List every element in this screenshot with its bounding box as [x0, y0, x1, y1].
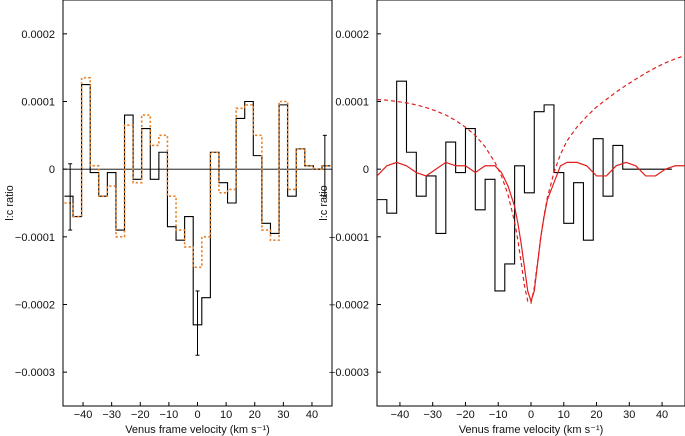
x-tick-label: 30 [277, 409, 289, 421]
y-tick-label: −0.0001 [329, 232, 369, 244]
series-line-2 [377, 54, 685, 305]
x-tick-label: 0 [528, 409, 534, 421]
right-panel: 0.0002 0.0001 0 −0.0001 −0.0002 −0.0003 −40 −30… [318, 0, 685, 436]
series-line-1 [64, 77, 331, 269]
y-tick-label: −0.0002 [329, 300, 369, 312]
plot-data [63, 77, 332, 356]
y-tick-label: 0.0002 [335, 29, 369, 41]
series-line-0 [377, 80, 672, 292]
y-tick-label: 0.0001 [335, 97, 369, 109]
x-tick-label: −30 [423, 409, 442, 421]
x-tick-label: −20 [456, 409, 475, 421]
x-tick-label: −10 [160, 409, 179, 421]
plot-data [377, 54, 685, 305]
x-tick-label: 20 [249, 409, 261, 421]
x-tick-label: 40 [306, 409, 318, 421]
x-tick-label: 30 [623, 409, 635, 421]
y-axis-label: l:c ratio [318, 185, 330, 220]
x-tick-label: 0 [194, 409, 200, 421]
x-tick-label: 10 [220, 409, 232, 421]
x-tick-label: −40 [391, 409, 410, 421]
y-tick-label: 0 [49, 164, 55, 176]
series-line-1 [377, 161, 685, 304]
x-tick-label: −40 [74, 409, 93, 421]
y-tick-label: −0.0003 [15, 367, 55, 379]
left-panel: 0.0002 0.0001 0 −0.0001 −0.0002 −0.0003 −40 −30… [4, 0, 333, 436]
x-tick-label: −30 [102, 409, 121, 421]
series-line-0 [64, 84, 331, 326]
x-axis-label: Venus frame velocity (km s⁻¹) [459, 424, 604, 436]
y-tick-label: 0.0001 [21, 97, 55, 109]
x-tick-label: −10 [489, 409, 508, 421]
y-tick-label: −0.0001 [15, 232, 55, 244]
y-tick-label: −0.0003 [329, 367, 369, 379]
x-axis-label: Venus frame velocity (km s⁻¹) [125, 424, 270, 436]
x-tick-label: 10 [558, 409, 570, 421]
y-axis-label: l:c ratio [4, 185, 16, 220]
y-tick-label: 0 [363, 164, 369, 176]
y-tick-label: −0.0002 [15, 300, 55, 312]
x-tick-label: 40 [656, 409, 668, 421]
x-tick-label: 20 [590, 409, 602, 421]
x-tick-label: −20 [131, 409, 150, 421]
plot-frame [376, 0, 685, 407]
y-tick-label: 0.0002 [21, 29, 55, 41]
